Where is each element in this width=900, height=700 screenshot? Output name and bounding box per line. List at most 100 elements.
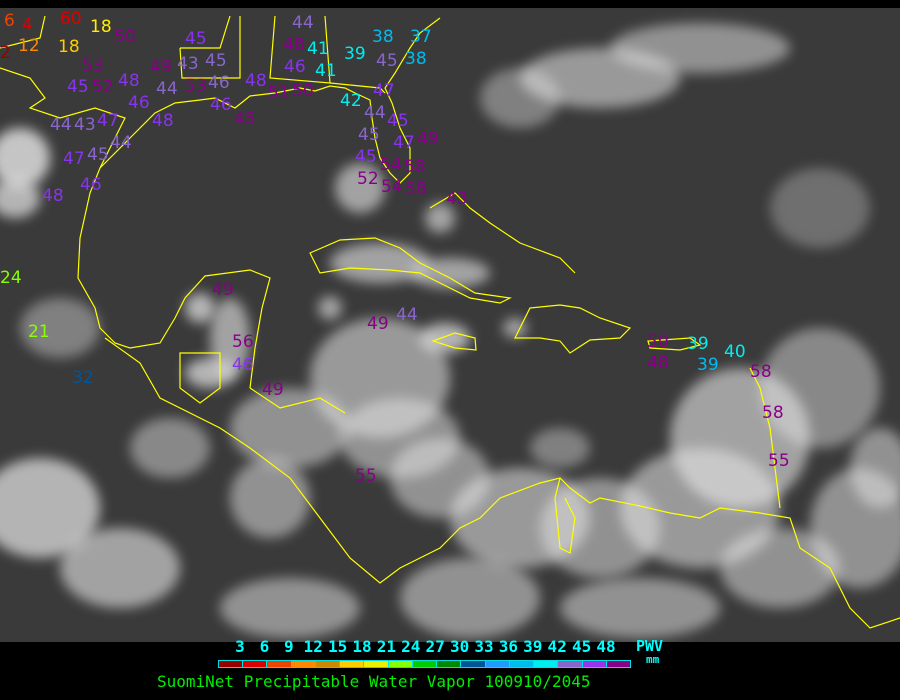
legend-swatch (534, 661, 559, 667)
legend-swatch (267, 661, 292, 667)
station-pwv-label: 21 (28, 322, 50, 342)
station-pwv-label: 54 (381, 177, 403, 197)
coastline (554, 477, 576, 554)
cloud (20, 298, 100, 358)
cloud (770, 168, 870, 248)
coastline (99, 17, 441, 184)
cloud (530, 428, 590, 468)
station-pwv-label: 12 (18, 36, 40, 56)
station-pwv-label: 50 (114, 27, 136, 47)
station-pwv-label: 56 (232, 332, 254, 352)
coastline (431, 332, 477, 351)
legend-swatch (558, 661, 583, 667)
cloud (335, 163, 385, 213)
cloud (185, 293, 215, 323)
station-pwv-label: 45 (355, 147, 377, 167)
station-pwv-label: 6 (4, 11, 15, 31)
legend-swatch (340, 661, 365, 667)
cloud (0, 178, 40, 218)
station-pwv-label: 48 (118, 71, 140, 91)
station-pwv-label: 47 (63, 149, 85, 169)
legend-tick-label: 21 (376, 637, 397, 656)
cloud (130, 418, 210, 478)
station-pwv-label: 43 (177, 54, 199, 74)
cloud (560, 578, 720, 638)
station-pwv-label: 24 (0, 268, 22, 288)
legend-swatch (219, 661, 244, 667)
station-pwv-label: 52 (92, 77, 114, 97)
legend-tick-label: 12 (303, 637, 323, 656)
cloud (720, 528, 840, 608)
station-pwv-label: 46 (208, 73, 230, 93)
legend-tick-label: 27 (425, 637, 445, 656)
legend-tick-label: 33 (474, 637, 494, 656)
cloud (0, 128, 50, 188)
legend-tick-label: 45 (571, 637, 592, 656)
cloud (410, 258, 490, 288)
station-pwv-label: 58 (762, 403, 784, 423)
coastline (0, 67, 271, 389)
cloud (60, 528, 180, 608)
station-pwv-label: 46 (128, 93, 150, 113)
station-pwv-label: 45 (387, 111, 409, 131)
station-pwv-label: 47 (393, 133, 415, 153)
legend-swatch (606, 661, 630, 667)
station-pwv-label: 37 (410, 27, 432, 47)
color-scale-bar (218, 660, 631, 668)
coastline (179, 16, 241, 79)
legend-swatch (461, 661, 486, 667)
legend-tick-label: 48 (596, 637, 616, 656)
coastline (749, 367, 781, 509)
station-pwv-label: 54 (380, 155, 402, 175)
station-pwv-label: 44 (292, 13, 314, 33)
station-pwv-label: 38 (405, 49, 427, 69)
station-pwv-label: 40 (724, 342, 746, 362)
legend-swatch (485, 661, 510, 667)
station-pwv-label: 39 (687, 334, 709, 354)
station-pwv-label: 38 (372, 27, 394, 47)
legend-tick-label: 39 (523, 637, 543, 656)
legend-tick-label: 42 (547, 637, 567, 656)
station-pwv-label: 45 (205, 51, 227, 71)
station-pwv-label: 2 (0, 43, 11, 63)
legend-swatch (291, 661, 316, 667)
cloud (850, 428, 900, 508)
station-pwv-label: 53 (82, 56, 104, 76)
station-pwv-label: 45 (234, 109, 256, 129)
legend-tick-label: 3 (235, 637, 245, 656)
station-pwv-label: 49 (150, 57, 172, 77)
station-pwv-label: 46 (232, 355, 254, 375)
station-pwv-label: 41 (315, 61, 337, 81)
cloud (185, 358, 235, 388)
cloud (400, 558, 540, 638)
legend-swatch (509, 661, 535, 667)
legend-tick-label: 6 (259, 637, 270, 656)
coastline (249, 387, 346, 414)
legend-tick-label: 18 (352, 637, 372, 656)
station-pwv-label: 48 (647, 353, 669, 373)
legend-swatch (315, 661, 341, 667)
legend-swatch (364, 661, 389, 667)
coastline (514, 304, 632, 354)
station-pwv-label: 42 (340, 91, 362, 111)
station-pwv-label: 48 (245, 71, 267, 91)
legend-swatch (437, 661, 462, 667)
station-pwv-label: 46 (284, 57, 306, 77)
station-pwv-label: 55 (768, 451, 790, 471)
station-pwv-label: 58 (750, 362, 772, 382)
station-pwv-label: 49 (212, 280, 234, 300)
cloud (330, 243, 430, 283)
cloud (610, 23, 790, 73)
station-pwv-label: 50 (647, 332, 669, 352)
station-pwv-label: 41 (307, 39, 329, 59)
coastline (180, 15, 231, 49)
station-pwv-label: 51 (268, 83, 290, 103)
station-pwv-label: 47 (97, 111, 119, 131)
station-pwv-label: 45 (87, 145, 109, 165)
map-title: SuomiNet Precipitable Water Vapor 100910… (157, 672, 591, 691)
station-pwv-label: 44 (156, 79, 178, 99)
station-pwv-label: 49 (417, 129, 439, 149)
coastline (309, 237, 512, 304)
cloud (0, 458, 100, 558)
